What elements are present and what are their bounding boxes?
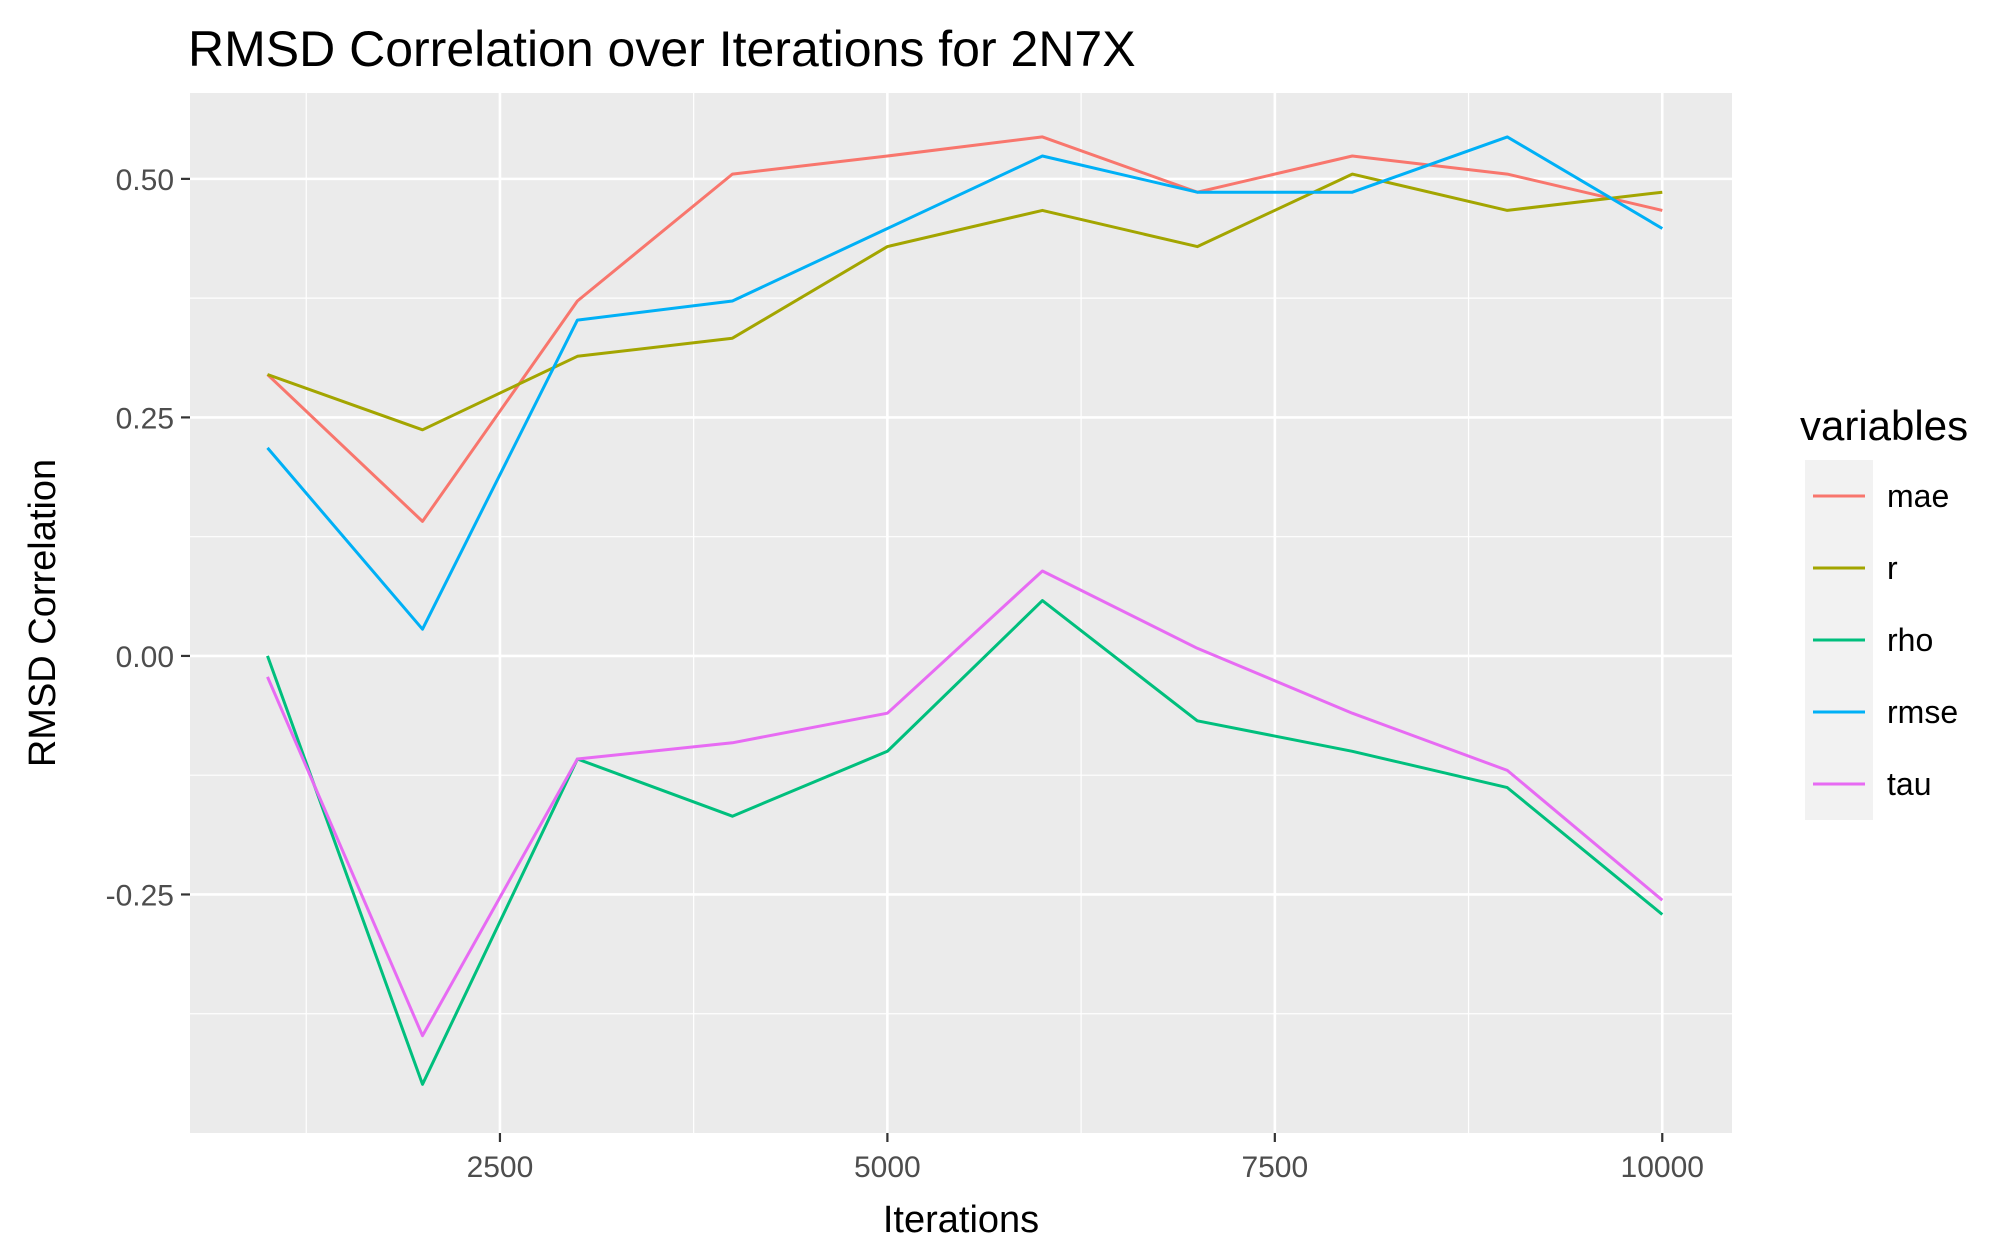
grid-major [190,93,1732,1133]
series-line-tau [266,569,1664,1038]
x-tick-label: 5000 [854,1151,921,1184]
x-tick-label: 10000 [1621,1151,1704,1184]
series-line-rmse [266,135,1664,631]
x-tick-label: 2500 [467,1151,534,1184]
legend-label-tau: tau [1887,766,1931,802]
grid-minor [190,93,1732,1133]
legend-label-rmse: rmse [1887,694,1958,730]
x-axis: 2500 5000 7500 10000 [467,1133,1704,1184]
legend-label-mae: mae [1887,478,1949,514]
series-line-rho [266,599,1664,1086]
legend: variables mae r rho rmse tau [1800,402,1968,820]
y-axis: -0.25 0.00 0.25 0.50 [106,164,190,912]
y-tick-label: 0.25 [116,402,174,435]
series-lines [266,135,1664,1086]
legend-title: variables [1800,402,1968,449]
x-axis-title: Iterations [883,1199,1039,1241]
x-tick-label: 7500 [1241,1151,1308,1184]
chart-title: RMSD Correlation over Iterations for 2N7… [188,21,1136,77]
legend-label-r: r [1887,550,1898,586]
legend-label-rho: rho [1887,622,1933,658]
plot-panel [190,93,1732,1133]
y-tick-label: -0.25 [106,879,174,912]
y-axis-title: RMSD Correlation [22,459,64,767]
y-tick-label: 0.50 [116,164,174,197]
series-line-r [266,172,1663,432]
y-tick-label: 0.00 [116,641,174,674]
